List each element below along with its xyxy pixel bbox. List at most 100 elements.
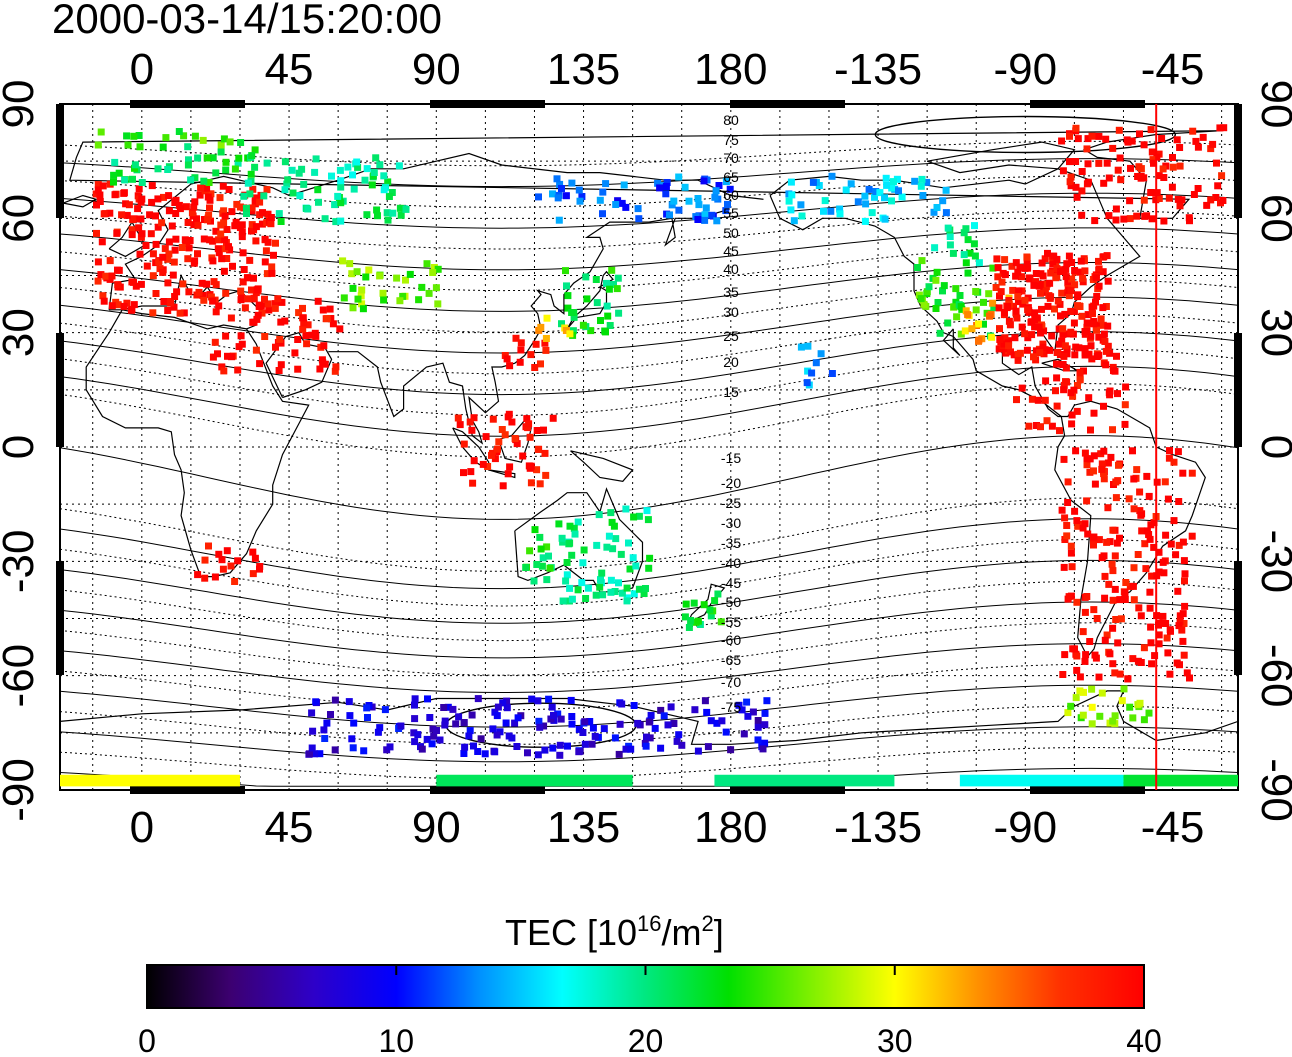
tec-cell xyxy=(1015,298,1022,306)
left-lat-tick-label: 0 xyxy=(0,435,43,459)
tec-cell xyxy=(994,273,1002,281)
tec-cell xyxy=(1175,622,1183,630)
tec-cell xyxy=(1121,401,1129,409)
bottom-lon-tick-label: -135 xyxy=(834,803,922,852)
tec-cell xyxy=(964,311,972,319)
tec-cell xyxy=(312,698,320,706)
tec-cell xyxy=(1095,536,1103,544)
tec-cell xyxy=(349,284,357,292)
tec-cell xyxy=(964,269,972,277)
tec-cell xyxy=(541,339,549,347)
tec-cell xyxy=(607,576,615,584)
tec-cell xyxy=(397,722,405,730)
tec-cell xyxy=(754,717,762,724)
tec-cell xyxy=(114,266,121,274)
tec-cell xyxy=(558,185,565,192)
tec-cell xyxy=(632,562,640,570)
tec-cell xyxy=(201,574,209,582)
tec-cell xyxy=(1065,292,1073,300)
tec-cell xyxy=(99,292,107,300)
tec-cell xyxy=(1118,697,1126,705)
tec-cell xyxy=(223,547,231,555)
tec-cell xyxy=(715,182,723,189)
tec-cell xyxy=(302,332,310,339)
tec-cell xyxy=(1053,265,1061,273)
tec-cell xyxy=(1072,694,1080,702)
tec-cell xyxy=(1060,386,1068,394)
tec-cell xyxy=(384,216,392,224)
bottom-lon-tick-label: -45 xyxy=(1141,803,1205,852)
tec-cell xyxy=(231,222,239,230)
tec-cell xyxy=(964,236,972,244)
tec-cell xyxy=(1173,659,1181,667)
tec-cell xyxy=(608,518,616,526)
tec-cell xyxy=(430,264,438,271)
tec-cell xyxy=(248,221,256,229)
tec-cell xyxy=(1028,395,1036,403)
tec-cell xyxy=(1061,536,1069,543)
tec-cell xyxy=(253,286,261,294)
tec-cell xyxy=(1104,322,1112,330)
tec-cell xyxy=(316,365,324,373)
tec-cell xyxy=(1145,492,1153,500)
tec-cell xyxy=(113,229,121,237)
tec-cell xyxy=(159,268,167,276)
tec-cell xyxy=(1014,293,1022,301)
tec-cell xyxy=(578,193,586,200)
tec-cell xyxy=(607,588,615,596)
tec-cell xyxy=(1109,717,1117,725)
tec-cell xyxy=(277,318,285,326)
tec-cell xyxy=(1181,577,1188,585)
tec-cell xyxy=(606,322,614,329)
tec-cell xyxy=(482,433,490,441)
tec-cell xyxy=(599,591,607,599)
tec-cell xyxy=(97,271,105,279)
tec-cell xyxy=(1174,448,1182,456)
tec-cell xyxy=(488,451,495,459)
tec-cell xyxy=(1069,645,1077,653)
tec-cell xyxy=(190,221,198,229)
tec-cell xyxy=(402,205,410,213)
coastline-path xyxy=(942,328,961,356)
tec-cell xyxy=(722,728,730,736)
magnetic-latitude-contour xyxy=(60,365,1238,437)
tec-cell xyxy=(137,233,145,241)
tec-cell xyxy=(295,169,303,177)
tec-cell xyxy=(635,512,643,520)
tec-cell xyxy=(1151,652,1159,660)
tec-cell xyxy=(1174,587,1182,595)
tec-cell xyxy=(331,367,339,375)
tec-cell xyxy=(895,187,902,195)
magnetic-latitude-contour xyxy=(60,210,1238,250)
magnetic-latitude-label: -15 xyxy=(721,450,741,466)
tec-cell xyxy=(600,725,608,733)
tec-cell xyxy=(568,179,576,187)
tec-cell xyxy=(460,750,468,757)
tec-cell xyxy=(615,579,622,587)
tec-cell xyxy=(1209,140,1217,148)
tec-cell xyxy=(231,165,239,173)
tec-cell xyxy=(1176,162,1184,170)
tec-cell xyxy=(411,701,418,709)
tec-cell xyxy=(1164,649,1172,657)
tec-cell xyxy=(1146,588,1154,596)
tec-cell xyxy=(759,745,767,753)
tec-cell xyxy=(545,695,553,703)
tec-band xyxy=(1123,774,1238,787)
tec-cell xyxy=(315,198,322,206)
tec-cell xyxy=(428,740,436,748)
tec-cell xyxy=(1053,374,1061,382)
tec-cell xyxy=(664,721,672,729)
coastline-path xyxy=(570,450,634,482)
tec-cell xyxy=(570,313,578,321)
tec-cell xyxy=(842,186,850,194)
tec-cell xyxy=(586,718,594,725)
tec-cell xyxy=(1100,402,1107,410)
tec-cell xyxy=(1103,252,1111,260)
tec-cell xyxy=(238,228,246,236)
tec-cell xyxy=(613,285,621,293)
tec-cell xyxy=(334,192,342,200)
tec-cell xyxy=(708,211,716,219)
tec-cell xyxy=(131,161,139,169)
tec-cell xyxy=(129,175,136,183)
